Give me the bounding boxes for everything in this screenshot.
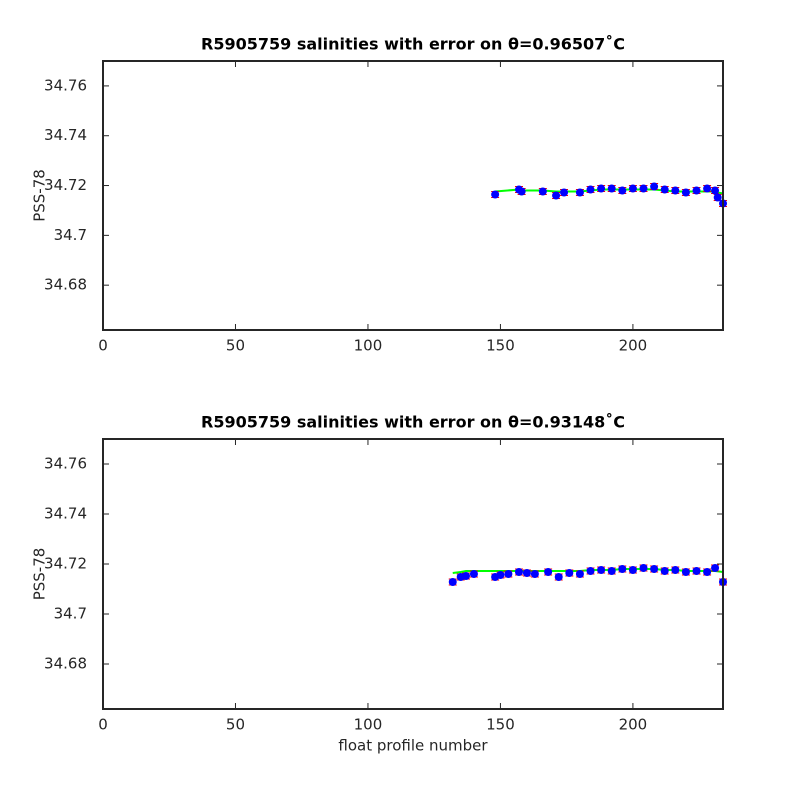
point (618, 186, 627, 195)
x-axis-label: float profile number (338, 737, 488, 755)
x-tick-label: 0 (98, 337, 108, 355)
point (711, 186, 720, 195)
point (713, 193, 722, 202)
point (660, 185, 669, 194)
y-tick-label: 34.7 (54, 226, 87, 244)
point (530, 570, 539, 578)
point (514, 568, 523, 576)
y-tick-label: 34.68 (44, 276, 87, 294)
point (597, 566, 606, 574)
x-tick-label: 50 (226, 337, 245, 355)
point (586, 567, 595, 575)
point (650, 565, 659, 573)
point (586, 185, 595, 194)
point (671, 186, 680, 195)
x-tick-label: 100 (354, 716, 383, 734)
point (575, 188, 584, 197)
chart-title: R5905759 salinities with error on θ=0.93… (201, 413, 625, 432)
point (565, 569, 574, 577)
point (650, 182, 659, 191)
x-tick-label: 150 (486, 716, 515, 734)
point (554, 573, 563, 581)
point (618, 565, 627, 573)
x-tick-label: 150 (486, 337, 515, 355)
point (703, 184, 712, 193)
plot-frame (102, 60, 724, 331)
y-tick-label: 34.74 (44, 505, 87, 523)
y-axis-label: PSS-78 (31, 548, 49, 601)
point (660, 567, 669, 575)
x-tick-label: 200 (619, 337, 648, 355)
point (538, 187, 547, 196)
x-tick-label: 50 (226, 716, 245, 734)
point (469, 570, 478, 578)
y-tick-label: 34.74 (44, 126, 87, 144)
point (607, 567, 616, 575)
point (552, 191, 561, 200)
y-axis-label: PSS-78 (31, 169, 49, 222)
point (639, 564, 648, 572)
point (517, 187, 526, 196)
y-tick-label: 34.72 (44, 176, 87, 194)
y-tick-label: 34.7 (54, 605, 87, 623)
point (491, 190, 500, 199)
x-tick-label: 100 (354, 337, 383, 355)
y-tick-label: 34.72 (44, 555, 87, 573)
point (575, 570, 584, 578)
y-tick-label: 34.68 (44, 655, 87, 673)
point (711, 564, 720, 572)
point (597, 184, 606, 193)
x-tick-label: 200 (619, 716, 648, 734)
point (703, 568, 712, 576)
point (671, 566, 680, 574)
chart-title: R5905759 salinities with error on θ=0.96… (201, 35, 625, 54)
point (681, 188, 690, 197)
point (692, 186, 701, 195)
point (522, 569, 531, 577)
y-tick-label: 34.76 (44, 455, 87, 473)
y-tick-label: 34.76 (44, 76, 87, 94)
x-tick-label: 0 (98, 716, 108, 734)
point (448, 578, 457, 586)
point (607, 184, 616, 193)
point (504, 570, 513, 578)
point (628, 566, 637, 574)
point (461, 572, 470, 580)
point (628, 184, 637, 193)
point (496, 571, 505, 579)
line (452, 568, 724, 574)
line (495, 188, 724, 195)
point (692, 567, 701, 575)
plot-frame (102, 438, 724, 710)
point (681, 568, 690, 576)
point (544, 568, 553, 576)
point (560, 188, 569, 197)
point (639, 184, 648, 193)
